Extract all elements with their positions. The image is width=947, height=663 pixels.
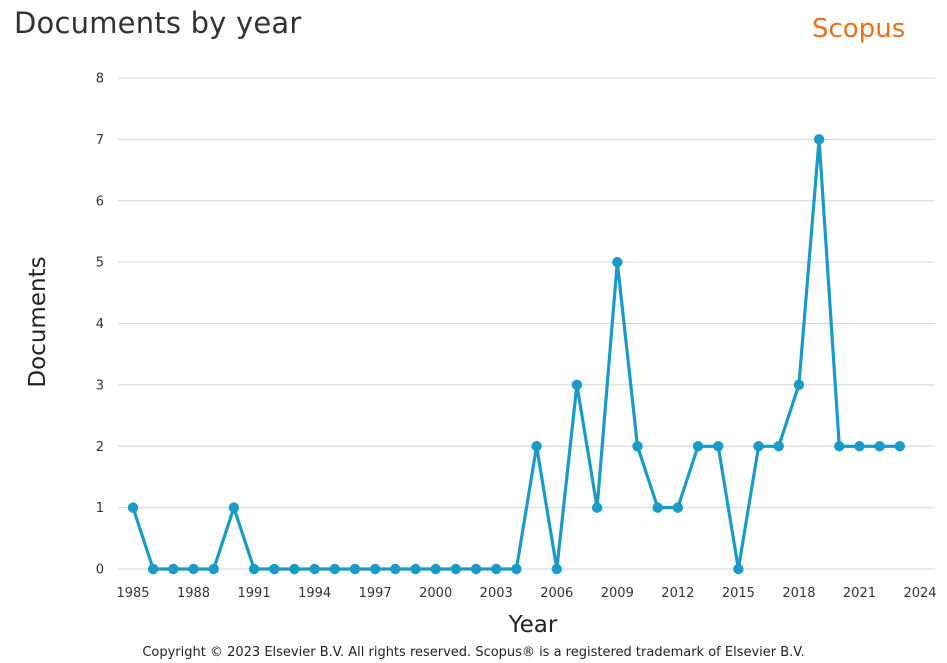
data-point-1995[interactable] [329,563,340,575]
data-point-2019[interactable] [813,134,825,145]
y-tick-label: 7 [96,133,104,148]
data-point-2011[interactable] [652,502,663,513]
data-point-2000[interactable] [430,563,441,575]
x-tick-label: 1991 [238,586,271,601]
data-point-2004[interactable] [511,563,522,575]
x-tick-label: 1985 [116,586,149,601]
copyright-notice: Copyright © 2023 Elsevier B.V. All right… [142,645,805,660]
y-axis-label: Documents [25,256,51,388]
series-points [127,134,906,575]
data-point-1997[interactable] [369,563,381,575]
data-point-2018[interactable] [793,379,805,391]
x-axis-label: Year [508,612,558,638]
data-point-1998[interactable] [390,563,401,575]
data-point-2007[interactable] [571,379,583,391]
data-point-2012[interactable] [672,502,684,513]
x-tick-label: 2000 [419,586,452,601]
x-tick-label: 1988 [177,586,210,601]
data-point-1987[interactable] [168,563,179,575]
data-point-2017[interactable] [773,441,784,452]
x-tick-label: 2021 [843,586,876,601]
y-tick-label: 1 [96,501,104,516]
x-tick-label: 2009 [601,586,634,601]
data-point-1991[interactable] [248,563,260,575]
scopus-logo[interactable]: Scopus [812,14,906,44]
data-point-2013[interactable] [692,441,704,452]
y-tick-label: 8 [96,72,104,87]
x-tick-label: 2024 [903,586,936,601]
y-axis-ticks: 0 1 2 3 4 5 6 7 8 [96,72,104,578]
x-tick-label: 1994 [298,586,331,601]
chart-title: Documents by year [14,6,302,40]
data-point-1985[interactable] [127,502,139,513]
data-point-2015[interactable] [733,563,744,575]
data-point-1989[interactable] [208,563,219,575]
y-tick-label: 6 [96,194,104,209]
x-axis-ticks: 1985 1988 1991 1994 1997 2000 2003 2006 2009 2012… [116,586,936,601]
data-point-1999[interactable] [410,563,421,575]
series-line [131,139,902,571]
data-point-2006[interactable] [551,563,562,575]
data-point-2002[interactable] [470,563,482,575]
data-point-2001[interactable] [450,563,462,575]
data-point-1993[interactable] [289,563,300,575]
x-tick-label: 2018 [782,586,815,601]
data-point-1992[interactable] [269,563,280,575]
y-tick-label: 2 [96,440,104,455]
data-point-1994[interactable] [309,563,320,575]
y-tick-label: 3 [96,378,104,393]
data-point-2020[interactable] [834,441,845,452]
data-point-1988[interactable] [188,563,199,575]
x-tick-label: 2003 [480,586,513,601]
data-point-2003[interactable] [491,563,502,575]
data-point-1996[interactable] [349,563,361,575]
series-line-group [131,139,902,571]
grid-lines [118,77,935,570]
x-tick-label: 2006 [540,586,573,601]
data-point-2023[interactable] [894,441,906,452]
data-point-2009[interactable] [612,256,623,268]
data-point-2008[interactable] [591,502,603,513]
data-point-2014[interactable] [713,441,724,452]
data-point-2016[interactable] [753,441,764,452]
x-tick-label: 1997 [359,586,392,601]
x-tick-label: 2012 [661,586,694,601]
x-tick-label: 2015 [722,586,755,601]
y-tick-label: 5 [96,256,104,271]
data-point-1990[interactable] [228,502,240,513]
y-tick-label: 4 [96,317,104,332]
data-point-2021[interactable] [854,441,865,452]
data-point-2022[interactable] [874,441,885,452]
data-point-2010[interactable] [632,441,643,452]
y-tick-label: 0 [96,563,104,578]
data-point-1986[interactable] [147,563,159,575]
data-point-2005[interactable] [531,441,542,452]
